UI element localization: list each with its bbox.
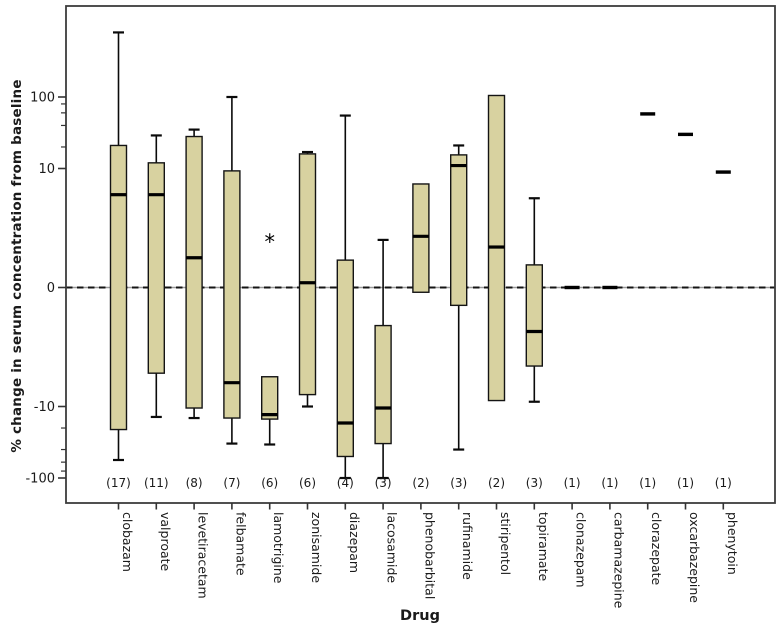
count-label-carbamazepine: (1) (601, 476, 618, 490)
iqr-box (261, 376, 279, 420)
count-label-lamotrigine: (6) (261, 476, 278, 490)
box-clobazam (109, 31, 128, 462)
count-label-phenytoin: (1) (715, 476, 732, 490)
count-label-levetiracetam: (8) (186, 476, 203, 490)
drug-label-lacosamide: lacosamide (385, 512, 400, 583)
iqr-box (374, 324, 392, 445)
box-lacosamide (374, 238, 392, 480)
y-tick-label--10: -10 (34, 400, 55, 415)
count-label-oxcarbazepine: (1) (677, 476, 694, 490)
drug-label-levetiracetam: levetiracetam (196, 512, 211, 599)
iqr-box (109, 144, 128, 431)
count-label-topiramate: (3) (526, 476, 543, 490)
iqr-box (223, 170, 241, 419)
box-diazepam (336, 114, 354, 480)
box-topiramate (525, 197, 543, 403)
box-lamotrigine (261, 376, 279, 446)
y-tick-label-0: 0 (47, 281, 55, 296)
box-phenobarbital (412, 183, 430, 293)
y-axis-title: % change in serum concentration from bas… (9, 79, 25, 453)
x-axis-title: Drug (400, 608, 440, 624)
count-label-valproate: (11) (144, 476, 169, 490)
count-label-phenobarbital: (2) (412, 476, 429, 490)
drug-label-rufinamide: rufinamide (460, 512, 475, 580)
count-label-lacosamide: (3) (375, 476, 392, 490)
outlier-marker-lamotrigine: * (264, 230, 275, 254)
box-levetiracetam (185, 128, 203, 420)
box-felbamate (223, 95, 241, 445)
iqr-box (450, 154, 468, 307)
count-label-clonazepam: (1) (564, 476, 581, 490)
drug-label-clorazepate: clorazepate (649, 512, 664, 586)
iqr-box (185, 135, 203, 409)
drug-label-valproate: valproate (158, 512, 173, 572)
drug-label-clonazepam: clonazepam (574, 512, 589, 588)
drug-label-phenobarbital: phenobarbital (422, 512, 437, 599)
y-tick-label-10: 10 (38, 162, 55, 177)
drug-label-oxcarbazepine: oxcarbazepine (687, 512, 702, 603)
count-label-felbamate: (7) (223, 476, 240, 490)
drug-label-diazepam: diazepam (347, 512, 362, 573)
drug-label-phenytoin: phenytoin (725, 512, 740, 575)
count-label-stiripentol: (2) (488, 476, 505, 490)
y-tick-label--100: -100 (25, 472, 55, 487)
count-label-clorazepate: (1) (639, 476, 656, 490)
count-label-diazepam: (4) (337, 476, 354, 490)
drug-label-topiramate: topiramate (536, 512, 551, 581)
iqr-box (336, 259, 354, 458)
y-tick-label-100: 100 (30, 91, 55, 106)
iqr-box (412, 183, 430, 293)
drug-label-clobazam: clobazam (120, 512, 135, 572)
drug-label-zonisamide: zonisamide (309, 512, 324, 583)
drug-label-felbamate: felbamate (233, 512, 248, 576)
count-label-clobazam: (17) (106, 476, 131, 490)
drug-label-carbamazepine: carbamazepine (611, 512, 626, 609)
iqr-box (147, 162, 166, 374)
box-zonisamide (298, 150, 317, 408)
box-stiripentol (487, 94, 506, 402)
box-rufinamide (450, 144, 468, 451)
count-label-rufinamide: (3) (450, 476, 467, 490)
drug-label-stiripentol: stiripentol (498, 512, 513, 575)
box-valproate (147, 134, 166, 419)
drug-label-lamotrigine: lamotrigine (271, 512, 286, 584)
iqr-box (298, 153, 317, 396)
iqr-box (525, 264, 543, 367)
count-label-zonisamide: (6) (299, 476, 316, 490)
